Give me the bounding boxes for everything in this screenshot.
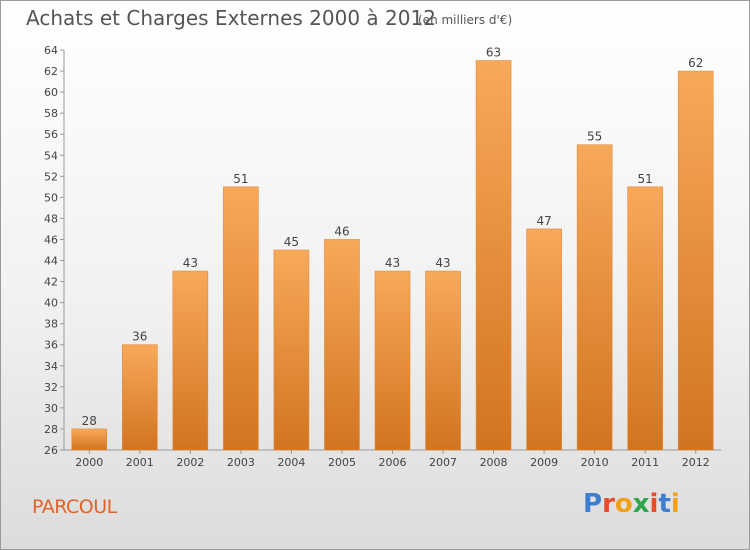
bar-2010 xyxy=(576,144,613,451)
y-tick-label: 38 xyxy=(44,318,58,331)
y-tick-label: 42 xyxy=(44,276,58,289)
data-label: 36 xyxy=(132,330,147,344)
y-tick-label: 34 xyxy=(44,360,58,373)
data-label: 62 xyxy=(688,56,703,70)
x-tick-label: 2006 xyxy=(379,456,407,469)
bar-2005 xyxy=(324,239,360,451)
data-label: 43 xyxy=(183,256,198,270)
y-tick-label: 30 xyxy=(44,402,58,415)
logo-letter: i xyxy=(670,489,680,519)
y-tick-label: 26 xyxy=(44,444,58,457)
y-tick-label: 44 xyxy=(44,255,58,268)
y-tick-label: 28 xyxy=(44,423,58,436)
y-tick-label: 58 xyxy=(44,107,58,120)
commune-name: PARCOUL xyxy=(32,496,117,518)
bar-2009 xyxy=(526,228,562,451)
x-tick-label: 2012 xyxy=(682,456,710,469)
logo-letter: r xyxy=(602,489,615,519)
bar-2000 xyxy=(71,428,108,451)
data-label: 63 xyxy=(486,46,501,60)
y-tick-label: 56 xyxy=(44,128,58,141)
y-tick-label: 32 xyxy=(44,381,58,394)
x-tick-label: 2011 xyxy=(631,456,659,469)
bar-2008 xyxy=(475,60,512,451)
y-tick-label: 46 xyxy=(44,233,58,246)
y-tick-label: 48 xyxy=(44,212,58,225)
x-tick-label: 2008 xyxy=(480,456,508,469)
bar-2001 xyxy=(122,344,158,451)
data-label: 45 xyxy=(284,235,299,249)
y-tick-label: 50 xyxy=(44,191,58,204)
bar-2006 xyxy=(374,270,411,451)
x-tick-label: 2001 xyxy=(126,456,154,469)
y-tick-label: 52 xyxy=(44,170,58,183)
bar-2011 xyxy=(627,186,663,451)
y-tick-label: 40 xyxy=(44,297,58,310)
x-tick-label: 2004 xyxy=(277,456,305,469)
bar-2004 xyxy=(273,249,310,451)
data-label: 51 xyxy=(233,172,248,186)
x-tick-label: 2000 xyxy=(75,456,103,469)
y-tick-label: 64 xyxy=(44,44,58,57)
logo-letter: P xyxy=(583,489,603,519)
bar-2012 xyxy=(677,70,714,451)
data-label: 28 xyxy=(82,414,97,428)
data-label: 47 xyxy=(536,214,551,228)
y-tick-label: 62 xyxy=(44,65,58,78)
chart-title: Achats et Charges Externes 2000 à 2012 xyxy=(26,6,436,30)
proxiti-logo: Proxiti xyxy=(583,489,680,519)
data-label: 43 xyxy=(385,256,400,270)
y-tick-label: 36 xyxy=(44,339,58,352)
logo-letter: o xyxy=(614,489,633,519)
data-label: 43 xyxy=(435,256,450,270)
bar-2002 xyxy=(172,270,209,451)
data-label: 51 xyxy=(638,172,653,186)
x-tick-label: 2009 xyxy=(530,456,558,469)
data-labels: 28 36 43 51 45 46 43 43 63 47 55 51 62 xyxy=(82,46,704,428)
chart-subtitle: (en milliers d'€) xyxy=(418,13,513,27)
x-tick-label: 2010 xyxy=(581,456,609,469)
x-tick-label: 2007 xyxy=(429,456,457,469)
x-tick-label: 2002 xyxy=(176,456,204,469)
logo-letter: t xyxy=(658,489,671,519)
y-tick-label: 54 xyxy=(44,149,58,162)
x-tick-label: 2005 xyxy=(328,456,356,469)
logo-letter: i xyxy=(649,489,659,519)
x-tick-label: 2003 xyxy=(227,456,255,469)
y-tick-label: 60 xyxy=(44,86,58,99)
bar-2003 xyxy=(223,186,259,451)
data-label: 46 xyxy=(334,224,349,238)
data-label: 55 xyxy=(587,130,602,144)
bar-2007 xyxy=(425,270,461,451)
bars xyxy=(71,60,714,451)
logo-letter: x xyxy=(632,489,650,519)
